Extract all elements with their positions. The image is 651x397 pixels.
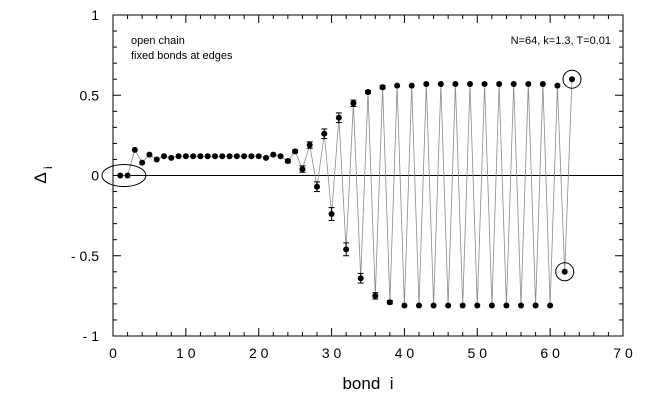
data-point [343, 246, 350, 253]
data-point [488, 302, 495, 309]
data-point [197, 153, 204, 160]
data-point [459, 302, 466, 309]
data-point [190, 153, 197, 160]
data-point [314, 183, 320, 190]
data-point [153, 156, 160, 163]
data-point [547, 302, 554, 309]
data-point [117, 172, 124, 179]
data-point [554, 82, 561, 89]
data-point [204, 153, 211, 160]
x-axis-label: bond i [342, 374, 393, 393]
data-point [357, 275, 364, 282]
data-point [277, 153, 284, 160]
data-point [212, 153, 218, 160]
data-point [255, 153, 262, 160]
data-point [467, 81, 473, 88]
data-point [496, 81, 503, 88]
data-point [481, 81, 488, 88]
y-tick-label: 1 [91, 7, 99, 23]
data-point [569, 76, 575, 83]
data-point [561, 268, 568, 275]
highlight-circle [555, 262, 575, 282]
data-point [386, 299, 393, 306]
data-point [335, 114, 342, 121]
data-point [416, 302, 422, 309]
data-point [233, 153, 240, 160]
data-point [131, 146, 138, 153]
data-point [503, 302, 510, 309]
data-point [299, 166, 306, 173]
data-point [474, 302, 481, 309]
series-line [120, 79, 573, 306]
data-point [292, 148, 299, 155]
data-point [539, 81, 546, 88]
x-tick-label: 5 0 [468, 345, 488, 361]
data-point [284, 158, 291, 165]
x-tick-label: 6 0 [540, 345, 560, 361]
data-point [350, 100, 357, 107]
x-tick-label: 0 [109, 345, 117, 361]
data-point [408, 82, 415, 89]
y-axis-label-sub: i [41, 166, 55, 169]
data-point [445, 302, 452, 309]
data-point [372, 292, 379, 299]
x-tick-label: 2 0 [249, 345, 269, 361]
data-point [401, 302, 408, 309]
data-point [270, 151, 277, 158]
y-tick-label: - 1 [83, 328, 100, 344]
highlight-ellipse [101, 164, 147, 187]
annotation-top-left-line1: open chain [131, 35, 185, 47]
data-point [175, 153, 182, 160]
data-point [394, 82, 401, 89]
x-tick-label: 1 0 [176, 345, 196, 361]
data-point [365, 89, 371, 96]
data-point [452, 81, 459, 88]
data-point [518, 302, 524, 309]
data-point [161, 153, 167, 160]
data-point [168, 154, 175, 161]
data-point [306, 142, 313, 149]
y-axis-label: Δ i [31, 166, 55, 183]
x-tick-label: 7 0 [613, 345, 633, 361]
data-point [241, 153, 248, 160]
data-point [146, 151, 153, 158]
y-tick-label: - 0.5 [71, 248, 99, 264]
y-tick-label: 0 [91, 168, 99, 184]
data-point [248, 153, 255, 160]
data-point [226, 153, 233, 160]
data-point [328, 211, 335, 218]
data-point [219, 153, 226, 160]
x-tick-label: 3 0 [322, 345, 342, 361]
data-point [321, 130, 328, 137]
data-point [532, 302, 539, 309]
plot-axes: 0 1 0 2 0 3 0 4 0 5 0 6 0 7 0 1 0.5 0 - 0.5 - 1 [71, 7, 633, 361]
data-point [263, 154, 269, 161]
data-point [525, 81, 532, 88]
x-tick-label: 4 0 [395, 345, 415, 361]
annotation-top-right: N=64, k=1.3, T=0.01 [511, 35, 611, 47]
data-point [182, 153, 189, 160]
data-point [423, 81, 430, 88]
annotation-top-left-line2: fixed bonds at edges [131, 50, 233, 62]
y-axis-label-main: Δ [31, 172, 50, 183]
highlight-circle [562, 69, 582, 89]
data-point [379, 84, 386, 91]
y-tick-label: 0.5 [80, 87, 100, 103]
data-point [437, 81, 444, 88]
data-point [430, 302, 437, 309]
data-point [139, 159, 146, 166]
data-layer [101, 69, 582, 309]
data-point [510, 81, 517, 88]
data-point [124, 172, 131, 179]
